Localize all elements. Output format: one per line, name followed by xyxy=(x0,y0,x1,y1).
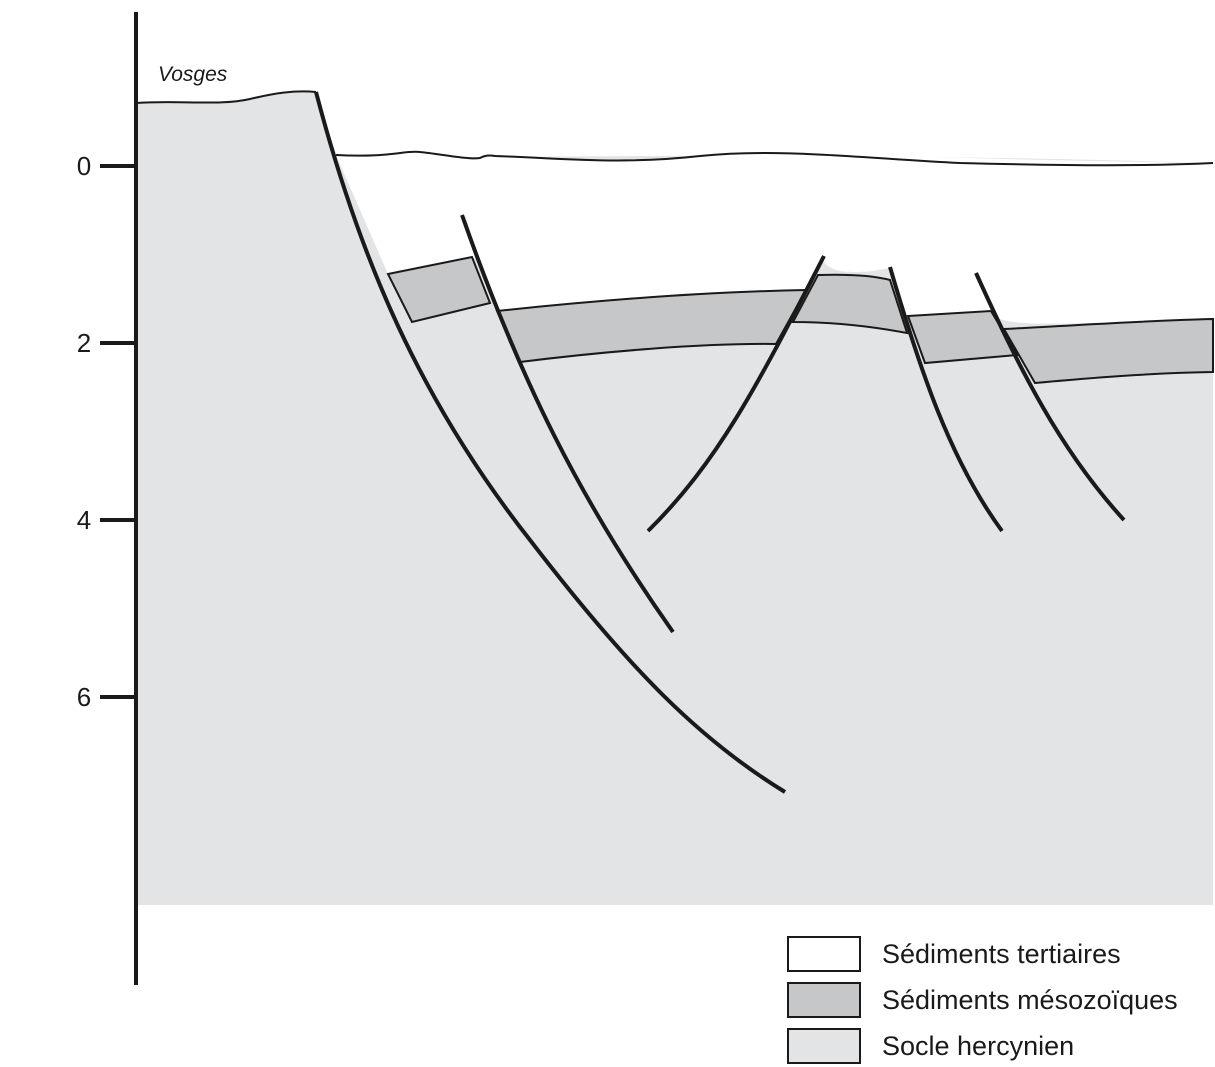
fault-3 xyxy=(646,255,826,533)
place-label-vosges: Vosges xyxy=(158,63,228,86)
depth-tick-label-2: 2 xyxy=(77,328,91,358)
legend-label-0: Sédiments tertiaires xyxy=(882,939,1121,969)
depth-tick-label-0: 0 xyxy=(77,151,91,181)
fault-2 xyxy=(460,214,675,634)
sediments-mesozoiques-block-5 xyxy=(1002,317,1214,385)
main-border-fault xyxy=(314,91,787,794)
legend-swatch-0 xyxy=(787,936,861,972)
vosges-profile-line xyxy=(135,90,317,104)
sediments-mesozoiques-block-1 xyxy=(386,255,492,324)
legend-swatch-2 xyxy=(787,1028,861,1064)
fault-4 xyxy=(888,266,1004,533)
legend-label-2: Socle hercynien xyxy=(882,1031,1074,1061)
sediments-tertiaires-area xyxy=(336,151,1213,324)
fault-5 xyxy=(974,272,1126,522)
depth-axis-ticks: 0 2 4 6 xyxy=(77,151,136,712)
depth-tick-label-4: 4 xyxy=(77,505,91,535)
sediments-mesozoiques-block-3 xyxy=(791,273,909,335)
legend-label-1: Sédiments mésozoïques xyxy=(882,985,1178,1015)
legend: Sédiments tertiaires Sédiments mésozoïque… xyxy=(787,936,1178,1064)
surface-line xyxy=(335,150,1214,167)
depth-tick-label-6: 6 xyxy=(77,682,91,712)
legend-swatch-1 xyxy=(787,982,861,1018)
